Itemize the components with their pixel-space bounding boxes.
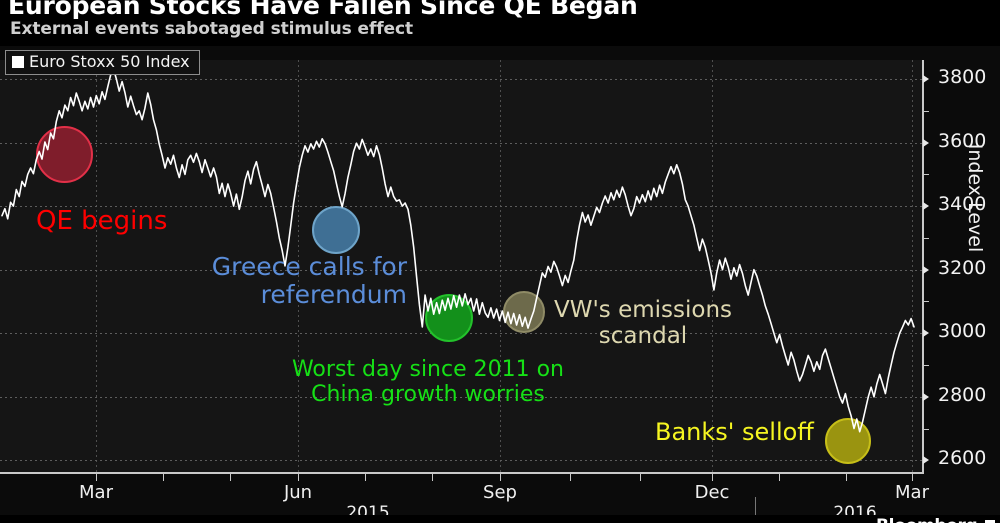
x-axis-tick	[779, 474, 780, 481]
x-axis-tick	[230, 474, 231, 481]
bloomberg-wordmark: Bloomberg	[876, 516, 978, 523]
bloomberg-square-icon	[985, 520, 995, 523]
chart-header: European Stocks Have Fallen Since QE Beg…	[0, 0, 1000, 46]
annotation-qe-begins: QE begins	[36, 206, 168, 236]
y-minor-tick	[924, 301, 929, 303]
x-tick-label-2: Sep	[483, 482, 517, 503]
y-minor-tick	[924, 364, 929, 366]
chart-title: European Stocks Have Fallen Since QE Beg…	[8, 0, 638, 20]
year-separator	[755, 497, 756, 521]
y-tick-arrow-2800	[923, 392, 929, 401]
y-tick-label-3400: 3400	[938, 193, 987, 216]
annotation-china-worries: Worst day since 2011 on China growth wor…	[291, 357, 565, 407]
x-axis-line	[0, 472, 924, 474]
y-tick-label-2800: 2800	[938, 383, 987, 406]
x-axis-tick	[96, 474, 97, 481]
x-axis-tick	[500, 474, 501, 481]
y-tick-arrow-3600	[923, 138, 929, 147]
gridline-x-Mar	[96, 60, 97, 473]
x-tick-label-4: Mar	[895, 482, 929, 503]
marker-greece-referendum	[312, 206, 360, 254]
footer-bar	[0, 515, 1000, 523]
marker-qe-begins	[36, 126, 93, 183]
y-tick-label-3200: 3200	[938, 256, 987, 279]
y-minor-tick	[924, 237, 929, 239]
chart-legend[interactable]: Euro Stoxx 50 Index	[5, 50, 200, 75]
x-tick-label-3: Dec	[694, 482, 730, 503]
y-tick-arrow-3200	[923, 265, 929, 274]
y-axis-title: Index Level	[964, 143, 986, 253]
y-tick-arrow-2600	[923, 456, 929, 465]
y-tick-label-3000: 3000	[938, 320, 987, 343]
gridline-x-Mar	[912, 60, 913, 473]
gridline-x-Dec	[712, 60, 713, 473]
marker-banks-selloff	[825, 418, 871, 464]
x-axis-tick	[432, 474, 433, 481]
marker-china-worries	[425, 294, 473, 342]
annotation-greece-referendum: Greece calls for referendum	[211, 252, 407, 309]
y-tick-label-2600: 2600	[938, 447, 987, 470]
legend-swatch-icon	[12, 56, 24, 68]
annotation-banks-selloff: Banks' selloff	[655, 418, 814, 446]
y-tick-arrow-3000	[923, 329, 929, 338]
chart-subtitle: External events sabotaged stimulus effec…	[10, 19, 413, 39]
y-tick-arrow-3800	[923, 75, 929, 84]
y-minor-tick	[924, 110, 929, 112]
gridline-y-3200	[0, 269, 922, 271]
plot-area	[0, 60, 922, 473]
x-axis-tick	[846, 474, 847, 481]
x-axis-tick	[163, 474, 164, 481]
y-tick-label-3600: 3600	[938, 129, 987, 152]
annotation-vw-scandal: VW's emissions scandal	[553, 297, 733, 349]
x-tick-label-1: Jun	[283, 482, 313, 503]
marker-vw-scandal	[503, 291, 545, 333]
x-axis-tick	[365, 474, 366, 481]
x-axis-tick	[570, 474, 571, 481]
y-tick-label-3800: 3800	[938, 66, 987, 89]
y-tick-arrow-3400	[923, 202, 929, 211]
legend-series-label: Euro Stoxx 50 Index	[29, 52, 190, 71]
y-minor-tick	[924, 174, 929, 176]
x-tick-label-0: Mar	[79, 482, 113, 503]
gridline-y-3600	[0, 142, 922, 144]
x-axis-tick	[912, 474, 913, 481]
gridline-x-Sep	[500, 60, 501, 473]
x-axis-tick	[640, 474, 641, 481]
gridline-y-3800	[0, 79, 922, 81]
plot-background	[0, 60, 922, 473]
gridline-y-2600	[0, 460, 922, 462]
x-axis-tick	[298, 474, 299, 481]
y-minor-tick	[924, 428, 929, 430]
x-axis-tick	[712, 474, 713, 481]
